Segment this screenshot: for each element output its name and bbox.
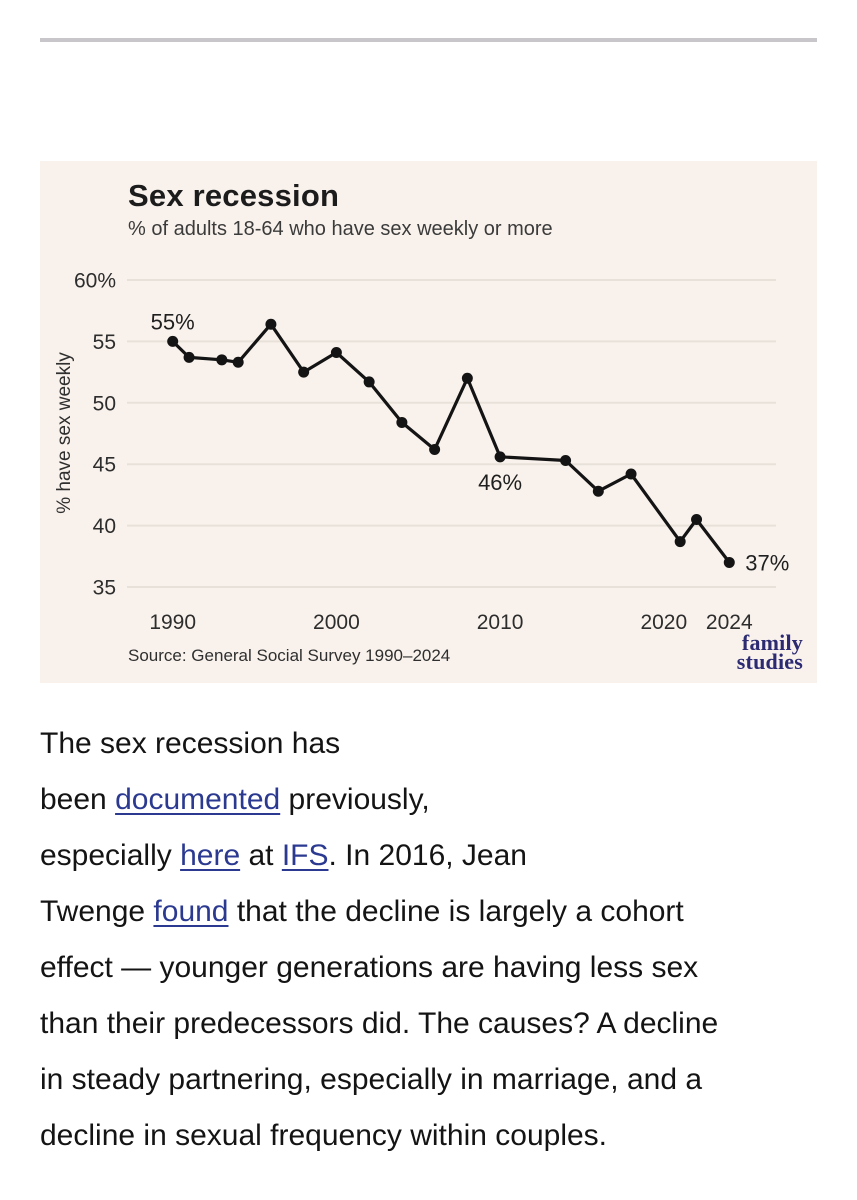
- text-run: especially: [40, 839, 181, 872]
- data-point-2006: [429, 443, 441, 455]
- text-run: Twenge: [40, 895, 154, 928]
- chart-subtitle: % of adults 18-64 who have sex weekly or…: [128, 218, 553, 240]
- text-run: in steady partnering, especially in marr…: [40, 1063, 703, 1096]
- text-run: . In 2016, Jean: [328, 839, 528, 872]
- text-run: The sex recession has: [40, 727, 341, 760]
- text-run: at: [240, 839, 282, 872]
- x-tick-label-2000: 2000: [313, 611, 360, 634]
- chart-card: Sex recession % of adults 18-64 who have…: [40, 161, 817, 683]
- y-tick-label-35: 35: [93, 577, 116, 600]
- link-found[interactable]: found: [153, 895, 229, 928]
- chart-line: [171, 322, 731, 564]
- chart-plot: 60% 55 50 45 40 35 1990 2000 2010 2020 2024 % have …: [54, 270, 789, 635]
- data-point-2021: [674, 536, 686, 548]
- data-point-1998: [298, 366, 310, 378]
- text-run: been: [40, 783, 116, 816]
- data-point-1990: [167, 335, 179, 347]
- text-run: effect — younger generations are having …: [40, 951, 699, 984]
- family-studies-logo: family studies: [583, 630, 803, 674]
- annotation-37: 37%: [745, 550, 789, 575]
- data-point-2004: [396, 416, 408, 428]
- annotation-46: 46%: [478, 470, 522, 495]
- article-paragraph: The sex recession has been documented pre…: [40, 716, 854, 1164]
- y-tick-label-45: 45: [93, 454, 116, 477]
- annotation-55: 55%: [151, 309, 195, 334]
- data-point-2010: [494, 451, 506, 463]
- y-tick-label-40: 40: [93, 515, 116, 538]
- x-tick-label-2010: 2010: [477, 611, 524, 634]
- text-run: previously,: [280, 783, 430, 816]
- x-tick-label-2020: 2020: [640, 611, 687, 634]
- logo-line-studies: studies: [736, 649, 803, 674]
- data-point-2022: [691, 513, 703, 525]
- chart-title: Sex recession: [128, 178, 340, 213]
- y-tick-label-50: 50: [93, 392, 116, 415]
- text-run: than their predecessors did. The causes?…: [40, 1007, 719, 1040]
- data-point-2016: [592, 485, 604, 497]
- logo-line-family: family: [741, 630, 803, 655]
- link-documented[interactable]: documented: [115, 783, 281, 816]
- data-point-2000: [330, 346, 342, 358]
- data-point-1993: [216, 354, 228, 366]
- data-point-2008: [461, 372, 473, 384]
- y-tick-label-60: 60%: [74, 270, 116, 293]
- text-run: decline in sexual frequency within coupl…: [40, 1119, 607, 1152]
- data-point-1991: [183, 351, 195, 363]
- x-tick-label-2024: 2024: [706, 611, 753, 634]
- link-ifs[interactable]: IFS: [281, 839, 329, 872]
- data-point-1996: [265, 318, 277, 330]
- data-point-2014: [560, 455, 572, 467]
- data-point-2018: [625, 468, 637, 480]
- chart-source-note: Source: General Social Survey 1990–2024: [128, 646, 451, 665]
- top-divider-rule: [40, 38, 817, 42]
- text-run: that the decline is largely a cohort: [228, 895, 684, 928]
- x-tick-label-1990: 1990: [149, 611, 196, 634]
- y-axis-title: % have sex weekly: [54, 352, 75, 514]
- y-tick-label-55: 55: [93, 331, 116, 354]
- data-point-1994: [232, 356, 244, 368]
- link-here[interactable]: here: [180, 839, 241, 872]
- data-point-2002: [363, 376, 375, 388]
- data-point-2024: [723, 556, 735, 568]
